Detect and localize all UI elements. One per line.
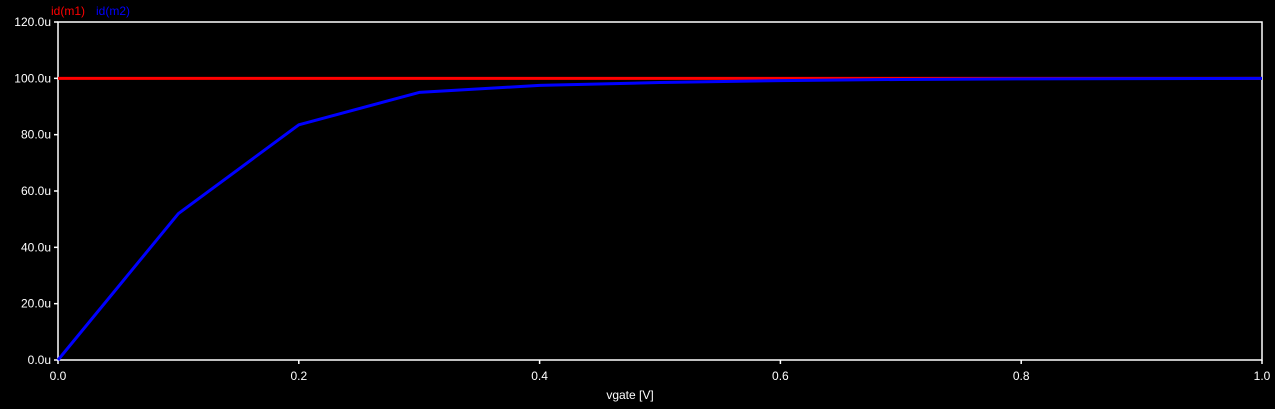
x-tick-label: 0.4 <box>531 369 548 383</box>
legend-entry-id-m1: id(m1) <box>51 4 85 18</box>
x-tick-label: 0.8 <box>1013 369 1030 383</box>
y-tick-label: 60.0u <box>21 184 51 198</box>
y-tick-label: 0.0u <box>28 353 51 367</box>
legend: id(m1) id(m2) <box>51 4 130 18</box>
y-tick-label: 40.0u <box>21 240 51 254</box>
x-axis-ticks: 0.0 0.2 0.4 0.6 0.8 1.0 <box>50 360 1271 383</box>
y-tick-label: 80.0u <box>21 128 51 142</box>
y-tick-label: 100.0u <box>14 71 51 85</box>
x-tick-label: 0.2 <box>290 369 307 383</box>
y-tick-label: 20.0u <box>21 297 51 311</box>
x-axis-label: vgate [V] <box>606 388 653 402</box>
series-line-id-m2 <box>56 76 1263 361</box>
y-axis-ticks: 0.0u 20.0u 40.0u 60.0u 80.0u 100.0u 120.0u <box>14 15 58 367</box>
plot-frame <box>57 21 1263 361</box>
x-tick-label: 0.6 <box>772 369 789 383</box>
series-lines <box>56 76 1263 361</box>
y-tick-label: 120.0u <box>14 15 51 29</box>
x-tick-label: 1.0 <box>1254 369 1271 383</box>
x-tick-label: 0.0 <box>50 369 67 383</box>
legend-entry-id-m2: id(m2) <box>96 4 130 18</box>
